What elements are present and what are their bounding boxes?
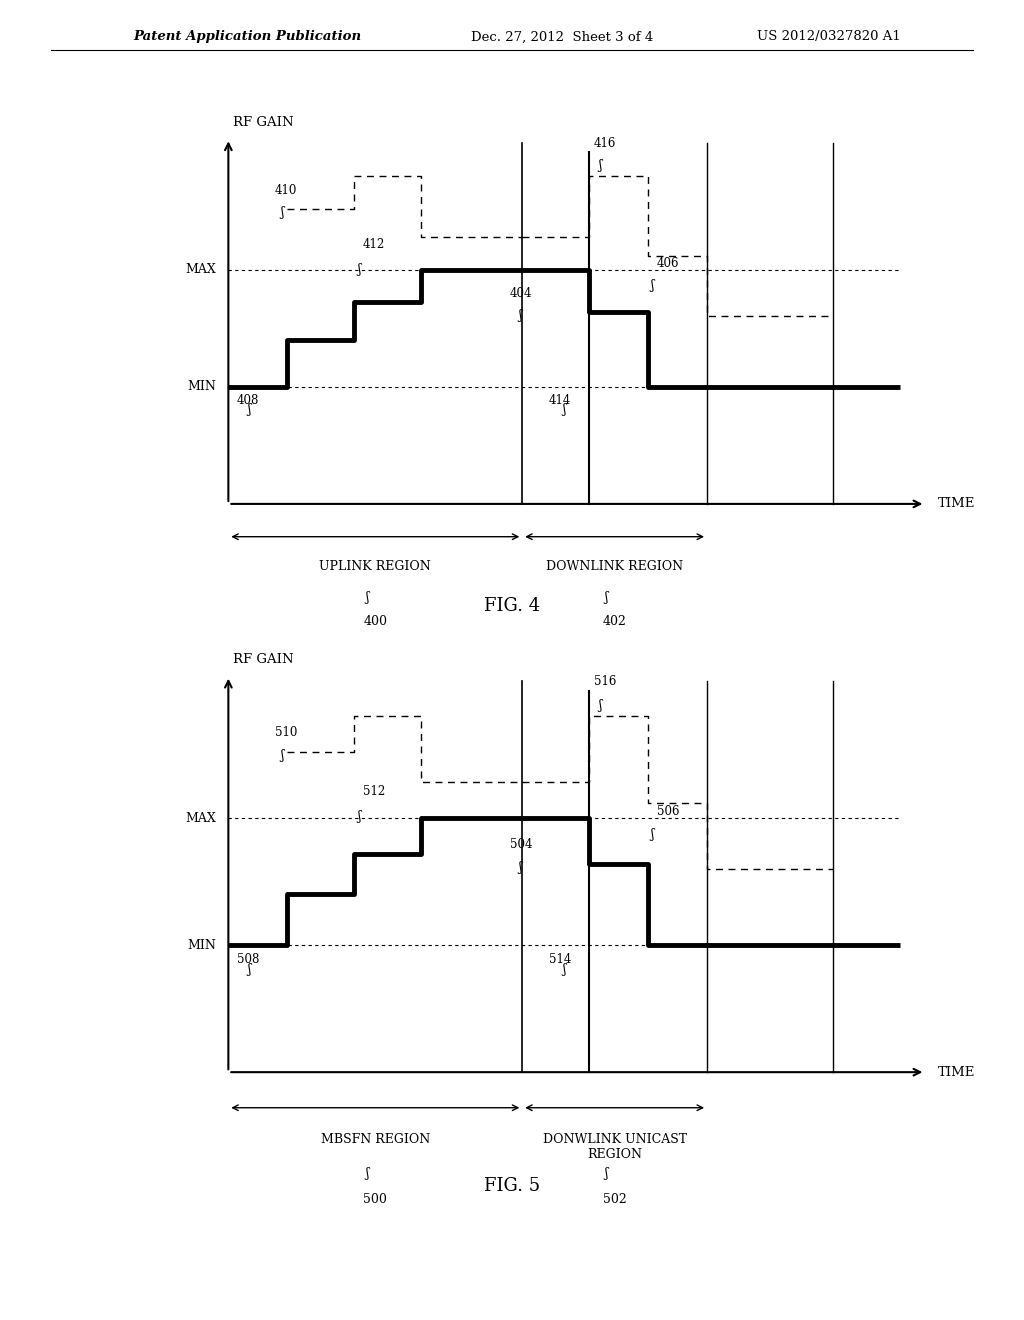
Text: ʃ: ʃ	[518, 861, 521, 874]
Text: 510: 510	[274, 726, 297, 739]
Text: 406: 406	[656, 256, 679, 269]
Text: ʃ: ʃ	[598, 698, 601, 711]
Text: TIME: TIME	[938, 1065, 975, 1078]
Text: 414: 414	[549, 393, 571, 407]
Text: ʃ: ʃ	[604, 1167, 608, 1180]
Text: ʃ: ʃ	[366, 1167, 369, 1180]
Text: US 2012/0327820 A1: US 2012/0327820 A1	[758, 30, 901, 44]
Text: MIN: MIN	[187, 380, 216, 393]
Text: DOWNLINK REGION: DOWNLINK REGION	[546, 560, 683, 573]
Text: ʃ: ʃ	[650, 279, 654, 292]
Text: 500: 500	[364, 1193, 387, 1205]
Text: RF GAIN: RF GAIN	[232, 652, 293, 665]
Text: FIG. 4: FIG. 4	[484, 597, 540, 615]
Text: ʃ: ʃ	[562, 403, 566, 416]
Text: ʃ: ʃ	[248, 403, 251, 416]
Text: FIG. 5: FIG. 5	[484, 1177, 540, 1196]
Text: 514: 514	[549, 953, 571, 966]
Text: 516: 516	[594, 676, 616, 689]
Text: 506: 506	[656, 805, 679, 818]
Text: DONWLINK UNICAST
REGION: DONWLINK UNICAST REGION	[543, 1133, 687, 1162]
Text: 416: 416	[594, 137, 616, 150]
Text: 410: 410	[274, 183, 297, 197]
Text: MAX: MAX	[185, 812, 216, 825]
Text: 504: 504	[510, 838, 532, 851]
Text: RF GAIN: RF GAIN	[232, 116, 293, 129]
Text: 512: 512	[362, 785, 385, 797]
Text: TIME: TIME	[938, 498, 975, 511]
Text: ʃ: ʃ	[650, 828, 654, 841]
Text: ʃ: ʃ	[281, 750, 284, 763]
Text: 502: 502	[603, 1193, 627, 1205]
Text: MIN: MIN	[187, 939, 216, 952]
Text: 408: 408	[237, 393, 259, 407]
Text: Dec. 27, 2012  Sheet 3 of 4: Dec. 27, 2012 Sheet 3 of 4	[471, 30, 653, 44]
Text: ʃ: ʃ	[248, 962, 251, 975]
Text: ʃ: ʃ	[356, 810, 360, 824]
Text: ʃ: ʃ	[366, 591, 369, 605]
Text: 412: 412	[362, 238, 385, 251]
Text: 400: 400	[364, 615, 387, 627]
Text: ʃ: ʃ	[356, 263, 360, 276]
Text: ʃ: ʃ	[281, 206, 284, 219]
Text: MAX: MAX	[185, 263, 216, 276]
Text: 402: 402	[603, 615, 627, 627]
Text: 404: 404	[510, 286, 532, 300]
Text: UPLINK REGION: UPLINK REGION	[319, 560, 431, 573]
Text: Patent Application Publication: Patent Application Publication	[133, 30, 361, 44]
Text: 508: 508	[237, 953, 259, 966]
Text: ʃ: ʃ	[562, 962, 566, 975]
Text: ʃ: ʃ	[518, 309, 521, 322]
Text: MBSFN REGION: MBSFN REGION	[321, 1133, 430, 1146]
Text: ʃ: ʃ	[604, 591, 608, 605]
Text: ʃ: ʃ	[598, 160, 601, 173]
